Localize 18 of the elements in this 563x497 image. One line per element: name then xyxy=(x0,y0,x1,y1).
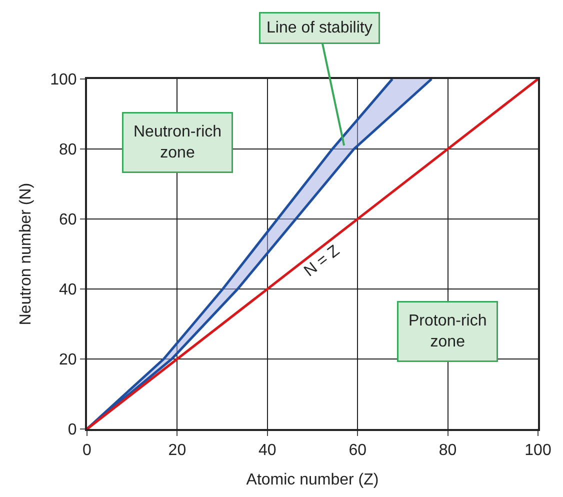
y-tick-label: 0 xyxy=(68,422,77,439)
x-tick-label: 100 xyxy=(524,442,552,460)
y-tick-label: 40 xyxy=(59,282,77,299)
y-tick-label: 80 xyxy=(59,142,77,159)
annotation: Proton-rich zone xyxy=(408,312,487,350)
annotation: N = Z xyxy=(301,242,344,280)
text: Line of stability xyxy=(266,20,372,36)
x-axis-title: Atomic number (Z) xyxy=(246,471,379,488)
y-tick-label: 100 xyxy=(50,72,77,89)
x-tick-label: 60 xyxy=(348,442,367,460)
x-tick-label: 20 xyxy=(168,442,186,460)
x-tick-label: 80 xyxy=(438,442,457,460)
y-tick-label: 60 xyxy=(59,212,77,229)
y-axis-title: Neutron number (N) xyxy=(17,182,34,326)
x-tick-label: 0 xyxy=(82,442,92,460)
x-tick-label: 40 xyxy=(258,442,276,460)
annotation: Neutron-rich zone xyxy=(134,124,222,162)
y-tick-label: 20 xyxy=(59,352,77,369)
